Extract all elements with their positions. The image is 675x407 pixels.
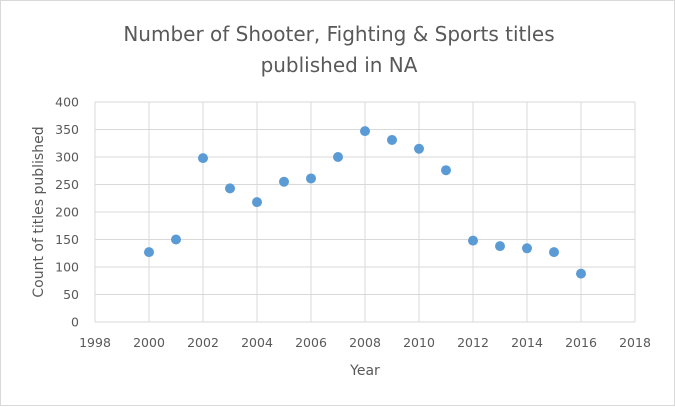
data-point: [522, 243, 532, 254]
data-points: [144, 126, 586, 279]
data-point: [171, 234, 181, 245]
y-tick-label: 100: [55, 260, 79, 275]
data-point: [495, 241, 505, 252]
data-point: [252, 197, 262, 208]
chart-title-line-1: Number of Shooter, Fighting & Sports tit…: [123, 22, 554, 46]
x-tick-label: 2000: [133, 335, 165, 350]
chart-title: Number of Shooter, Fighting & Sports tit…: [123, 22, 554, 77]
x-tick-label: 2014: [511, 335, 543, 350]
data-point: [306, 173, 316, 184]
x-tick-label: 2010: [403, 335, 435, 350]
x-tick-label: 2004: [241, 335, 273, 350]
data-point: [468, 235, 478, 246]
y-tick-label: 300: [55, 150, 79, 165]
data-point: [333, 152, 343, 162]
y-tick-label: 0: [71, 315, 79, 330]
data-point: [198, 153, 208, 164]
x-axis-title: Year: [349, 363, 380, 379]
y-tick-label: 350: [55, 122, 79, 137]
data-point: [279, 176, 289, 187]
data-point: [225, 183, 235, 194]
x-tick-label: 2008: [349, 335, 381, 350]
x-tick-label: 2002: [187, 335, 219, 350]
data-point: [144, 247, 154, 258]
chart-title-line-2: published in NA: [261, 53, 418, 77]
y-axis-title: Count of titles published: [31, 126, 47, 297]
y-tick-label: 250: [55, 177, 79, 192]
y-axis-ticks: 0 50 100 150 200 250 300 350 400: [55, 95, 79, 330]
data-point: [414, 143, 424, 154]
data-point: [387, 134, 397, 145]
x-tick-label: 2012: [457, 335, 489, 350]
y-tick-label: 150: [55, 232, 79, 247]
y-tick-label: 50: [63, 287, 79, 302]
data-point: [360, 126, 370, 137]
x-tick-label: 2006: [295, 335, 327, 350]
x-tick-label: 2018: [619, 335, 651, 350]
y-tick-label: 400: [55, 95, 79, 110]
x-tick-label: 2016: [565, 335, 597, 350]
data-point: [576, 268, 586, 279]
gridlines: [94, 101, 636, 323]
data-point: [441, 165, 451, 176]
x-axis-ticks: 1998 2000 2002 2004 2006 2008 2010 2012 2014 2016…: [79, 335, 651, 350]
y-tick-label: 200: [55, 205, 79, 220]
x-tick-label: 1998: [79, 335, 111, 350]
data-point: [549, 247, 559, 258]
